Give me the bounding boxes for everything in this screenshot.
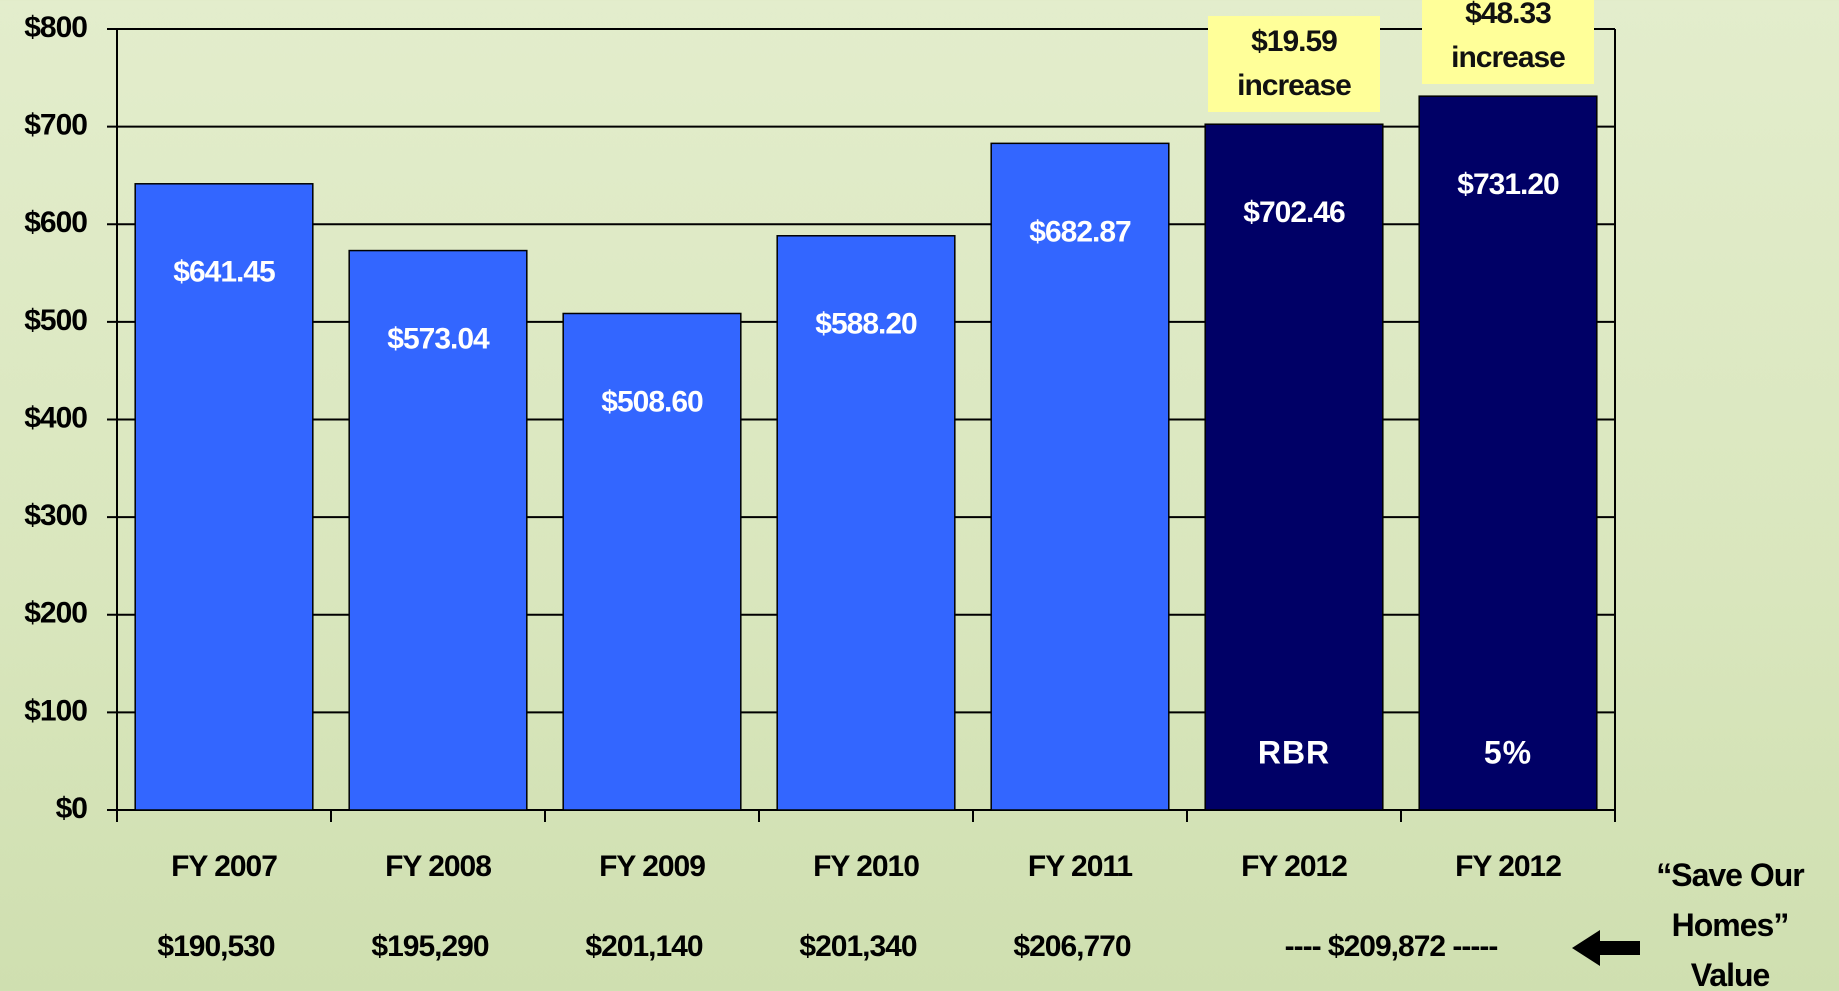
y-tick-label: $100: [24, 694, 87, 727]
y-tick-label: $400: [24, 401, 87, 434]
x-tick-label: FY 2010: [813, 850, 919, 883]
y-tick-label: $800: [24, 11, 87, 44]
y-tick-label: $500: [24, 304, 87, 337]
x-tick-label: FY 2011: [1028, 850, 1133, 883]
value-label: $573.04: [387, 322, 490, 355]
home-value: $201,140: [585, 930, 702, 963]
y-tick-label: $700: [24, 109, 87, 142]
value-label: $702.46: [1243, 196, 1345, 229]
home-value: $201,340: [799, 930, 916, 963]
x-tick-label: FY 2009: [599, 850, 705, 883]
home-value: $190,530: [157, 930, 274, 963]
y-tick-label: $200: [24, 597, 87, 630]
home-value: $195,290: [371, 930, 488, 963]
bar: [776, 235, 956, 811]
bar: [1204, 123, 1384, 811]
home-value: $206,770: [1013, 930, 1130, 963]
x-tick-label: FY 2012: [1455, 850, 1561, 883]
bar-label: 5%: [1484, 734, 1532, 770]
arrow: [1572, 930, 1640, 966]
home-value-shared: ---- $209,872 -----: [1285, 930, 1498, 963]
y-tick-label: $0: [56, 792, 88, 825]
value-label: $588.20: [815, 308, 917, 341]
value-label: $731.20: [1457, 168, 1559, 201]
x-tick-label: FY 2007: [171, 850, 277, 883]
value-label: $641.45: [173, 256, 275, 289]
y-tick-label: $600: [24, 206, 87, 239]
increase-annotation: $19.59 increase: [1208, 16, 1380, 113]
bar: [562, 312, 742, 811]
bar-label: RBR: [1258, 734, 1330, 770]
bar: [134, 183, 314, 811]
value-label: $682.87: [1029, 215, 1131, 248]
x-tick-label: FY 2012: [1241, 850, 1347, 883]
increase-annotation: $48.33 increase: [1422, 0, 1594, 85]
bar: [1418, 95, 1598, 811]
y-tick-label: $300: [24, 499, 87, 532]
home-value-label: “Save Our Homes” Value: [1656, 857, 1805, 991]
value-label: $508.60: [601, 385, 703, 418]
bar: [348, 249, 528, 811]
x-tick-label: FY 2008: [385, 850, 491, 883]
bar: [990, 142, 1170, 811]
